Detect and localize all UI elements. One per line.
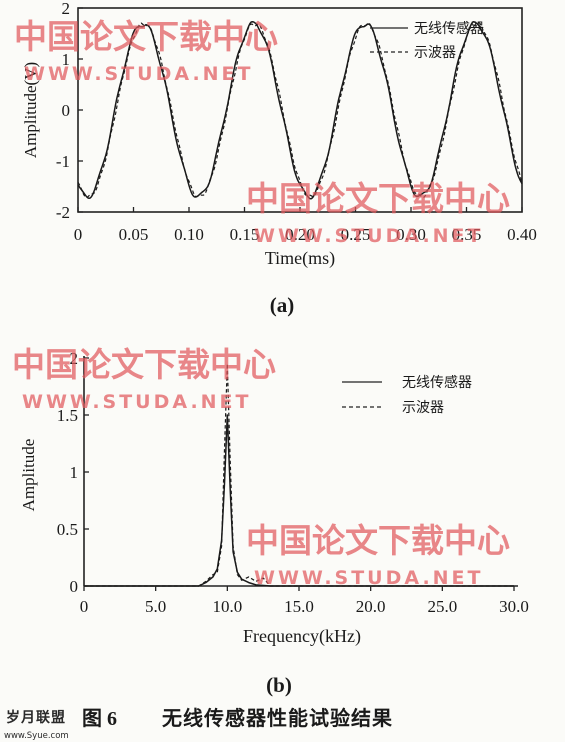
panel-a-x-tick-label-7: 0.35 xyxy=(452,225,482,244)
panel-b-y-tick-label-2: 1 xyxy=(70,463,79,482)
watermark-en-4: WWW.STUDA.NET xyxy=(254,567,484,589)
panel-a-label: (a) xyxy=(270,293,295,317)
panel-a-x-tick-label-0: 0 xyxy=(74,225,83,244)
panel-b-y-tick-label-0: 0 xyxy=(70,577,79,596)
watermark-cn-4: 中国论文下载中心 xyxy=(246,521,510,560)
watermark-cn-2: 中国论文下载中心 xyxy=(246,179,510,218)
panel-a-series-1-line xyxy=(77,21,523,200)
panel-a: 0 0.05 0.10 0.15 0.20 0.25 0.30 0.35 0.40 -2 -1 0 1… xyxy=(21,0,537,317)
panel-b-x-tick-label-3: 15.0 xyxy=(284,597,314,616)
panel-a-x-tick-label-6: 0.30 xyxy=(396,225,426,244)
panel-b-series-1-line xyxy=(84,414,514,587)
panel-b-xlabel: Frequency(kHz) xyxy=(243,626,361,647)
panel-b-x-tick-label-2: 10.0 xyxy=(212,597,242,616)
watermark-en-3: WWW.STUDA.NET xyxy=(22,391,252,413)
panel-a-legend: 无线传感器 示波器 xyxy=(370,20,484,61)
panel-a-y-ticks: -2 -1 0 1 2 xyxy=(56,0,83,222)
panel-b-x-tick-label-0: 0 xyxy=(80,597,89,616)
panel-b-series xyxy=(84,363,514,587)
panel-a-y-tick-label-4: 2 xyxy=(62,0,71,18)
panel-a-x-tick-label-3: 0.15 xyxy=(230,225,260,244)
panel-b-legend: 无线传感器 示波器 xyxy=(342,374,472,416)
panel-b-x-tick-label-1: 5.0 xyxy=(145,597,166,616)
panel-b-y-tick-label-1: 0.5 xyxy=(57,520,78,539)
panel-a-x-tick-label-5: 0.25 xyxy=(341,225,371,244)
panel-a-xlabel: Time(ms) xyxy=(265,248,335,269)
panel-b-x-tick-label-5: 25.0 xyxy=(427,597,457,616)
panel-a-y-tick-label-0: -2 xyxy=(56,203,70,222)
panel-a-x-tick-label-4: 0.20 xyxy=(285,225,315,244)
panel-b-label: (b) xyxy=(266,673,292,697)
watermarks: 中国论文下载中心 WWW.STUDA.NET 中国论文下载中心 WWW.STUD… xyxy=(12,17,510,589)
legend-a-item-2: 示波器 xyxy=(414,45,456,61)
legend-b-item-1: 无线传感器 xyxy=(402,374,472,391)
panel-b-ylabel: Amplitude xyxy=(19,439,38,512)
panel-a-x-ticks: 0 0.05 0.10 0.15 0.20 0.25 0.30 0.35 0.40 xyxy=(74,207,537,244)
panel-b-y-tick-label-3: 1.5 xyxy=(57,406,78,425)
watermark-cn-1: 中国论文下载中心 xyxy=(14,17,278,56)
logo-url: www.Syue.com xyxy=(4,731,69,741)
panel-a-y-tick-label-1: -1 xyxy=(56,152,70,171)
legend-a-item-1: 无线传感器 xyxy=(414,20,484,37)
panel-b: 0 5.0 10.0 15.0 20.0 25.0 30.0 0 0.5 1 1.5 2 无线传感器… xyxy=(19,349,529,697)
panel-a-series xyxy=(77,21,523,200)
panel-a-y-tick-label-2: 0 xyxy=(62,101,71,120)
panel-b-x-tick-label-4: 20.0 xyxy=(356,597,386,616)
watermark-cn-3: 中国论文下载中心 xyxy=(12,345,276,384)
panel-a-x-tick-label-8: 0.40 xyxy=(507,225,537,244)
panel-a-x-tick-label-1: 0.05 xyxy=(119,225,149,244)
panel-b-series-2-line xyxy=(84,363,514,587)
panel-b-x-tick-label-6: 30.0 xyxy=(499,597,529,616)
panel-b-y-tick-label-4: 2 xyxy=(70,349,79,368)
caption-figure-number: 图 6 xyxy=(82,707,117,730)
panel-a-ylabel: Amplitude(V) xyxy=(21,62,40,158)
panel-a-x-tick-label-2: 0.10 xyxy=(174,225,204,244)
panel-b-x-ticks: 0 5.0 10.0 15.0 20.0 25.0 30.0 xyxy=(80,586,529,616)
watermark-en-1: WWW.STUDA.NET xyxy=(24,63,254,85)
panel-b-y-ticks: 0 0.5 1 1.5 2 xyxy=(57,349,89,596)
logo-text: 岁月联盟 xyxy=(6,709,66,726)
caption-text: 无线传感器性能试验结果 xyxy=(162,706,393,730)
panel-a-y-tick-label-3: 1 xyxy=(62,50,71,69)
legend-b-item-2: 示波器 xyxy=(402,400,444,416)
watermark-en-2: WWW.STUDA.NET xyxy=(254,225,484,247)
logo: 岁月联盟 www.Syue.com xyxy=(4,709,69,741)
